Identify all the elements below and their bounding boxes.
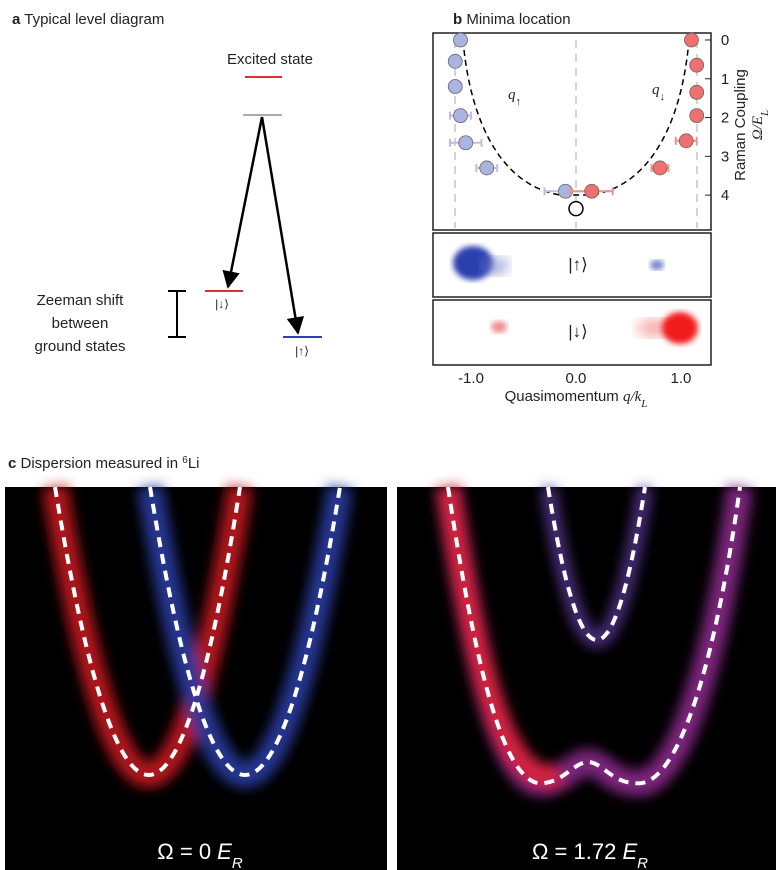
point — [458, 135, 474, 151]
image-label: |↓⟩ — [568, 322, 588, 341]
zeeman-line: between — [52, 315, 109, 332]
point — [584, 183, 600, 199]
y-axis-label: Ω/EL — [750, 110, 771, 140]
plot: 0 1 2 3 4 -1.0 0.0 1.0 — [447, 32, 729, 387]
y-tick-label: 4 — [721, 187, 729, 204]
point — [678, 133, 694, 149]
point — [479, 160, 495, 176]
point — [652, 160, 668, 176]
cloud — [662, 312, 698, 344]
title: Typical level diagram — [24, 11, 164, 28]
x-sub: L — [640, 398, 647, 410]
panel-letter: a — [12, 11, 21, 28]
panel-letter: b — [453, 11, 462, 28]
y-tick-label: 0 — [721, 32, 729, 49]
cloud — [453, 246, 493, 280]
image-label: Ω = 0 ER — [157, 839, 243, 870]
y-tick-label: 3 — [721, 148, 729, 165]
fit-curve — [462, 39, 690, 196]
label-var: E — [622, 839, 637, 864]
arrow — [222, 116, 264, 289]
annotation-sub: ↑ — [516, 96, 522, 108]
dispersion-fit — [546, 486, 647, 642]
x-tick-label: 0.0 — [566, 370, 587, 387]
dispersion-fit — [446, 486, 742, 786]
point — [453, 108, 468, 124]
plot-frame — [432, 32, 712, 231]
x-axis-label: Quasimomentum q/kL — [505, 388, 648, 410]
cloud — [491, 321, 507, 333]
zeeman-line: Zeeman shift — [37, 292, 125, 309]
y-var: Ω/E — [750, 116, 766, 140]
x-tick-label: -1.0 — [458, 370, 484, 387]
excited-label: Excited state — [227, 51, 313, 68]
title: Minima location — [466, 11, 570, 28]
point — [447, 79, 463, 94]
band — [436, 485, 564, 789]
label-sub: R — [232, 855, 243, 870]
annotation-sub: ↓ — [660, 91, 666, 103]
element: Li — [188, 455, 200, 472]
point — [447, 53, 463, 69]
panel-title: b Minima location — [453, 11, 571, 28]
y-axis-label: Raman Coupling — [732, 69, 749, 181]
y-sub: L — [759, 110, 771, 117]
image-label: |↑⟩ — [568, 255, 588, 274]
up-label: |↑⟩ — [295, 344, 309, 358]
point — [568, 200, 584, 217]
point — [689, 57, 705, 73]
arrow — [260, 116, 305, 335]
panel-title: a Typical level diagram — [12, 11, 164, 28]
zeeman-line: ground states — [35, 338, 126, 355]
label-var: E — [217, 839, 232, 864]
y-tick-label: 2 — [721, 110, 729, 127]
x-tick-label: 1.0 — [671, 370, 692, 387]
label-sub: R — [637, 855, 648, 870]
title: Dispersion measured in — [21, 455, 183, 472]
dispersion-fit — [148, 486, 342, 777]
cloud — [650, 260, 664, 270]
annotation: q↑ — [508, 87, 521, 108]
bracket — [168, 290, 186, 338]
panel-title: c Dispersion measured in 6Li — [8, 455, 200, 473]
image-label: Ω = 1.72 ER — [532, 839, 648, 870]
x-var: q/k — [623, 389, 642, 405]
point — [689, 108, 705, 124]
down-label: |↓⟩ — [215, 297, 229, 311]
isotope: 6 — [182, 455, 188, 466]
point — [453, 32, 468, 48]
label-text: Ω = 1.72 — [532, 839, 622, 864]
guides — [454, 40, 698, 228]
point — [684, 32, 699, 48]
point — [689, 84, 705, 100]
annotation-var: q — [652, 82, 660, 98]
x-text: Quasimomentum — [505, 388, 619, 405]
annotation: q↓ — [652, 82, 665, 103]
annotation-var: q — [508, 87, 516, 103]
label-text: Ω = 0 — [157, 839, 217, 864]
panel-letter: c — [8, 455, 16, 472]
dispersion-fit — [53, 486, 242, 777]
cloud — [481, 257, 509, 275]
y-tick-label: 1 — [721, 71, 729, 88]
